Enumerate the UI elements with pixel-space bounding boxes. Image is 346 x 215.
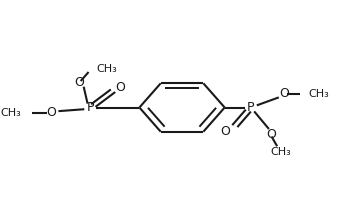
Text: O: O xyxy=(280,88,290,100)
Text: O: O xyxy=(267,128,276,141)
Text: CH₃: CH₃ xyxy=(1,108,21,118)
Text: CH₃: CH₃ xyxy=(308,89,329,98)
Text: O: O xyxy=(46,106,56,119)
Text: O: O xyxy=(116,81,125,94)
Text: O: O xyxy=(74,76,84,89)
Text: P: P xyxy=(86,101,94,114)
Text: CH₃: CH₃ xyxy=(270,147,291,157)
Text: CH₃: CH₃ xyxy=(97,64,118,74)
Text: O: O xyxy=(221,125,230,138)
Text: P: P xyxy=(247,101,255,114)
